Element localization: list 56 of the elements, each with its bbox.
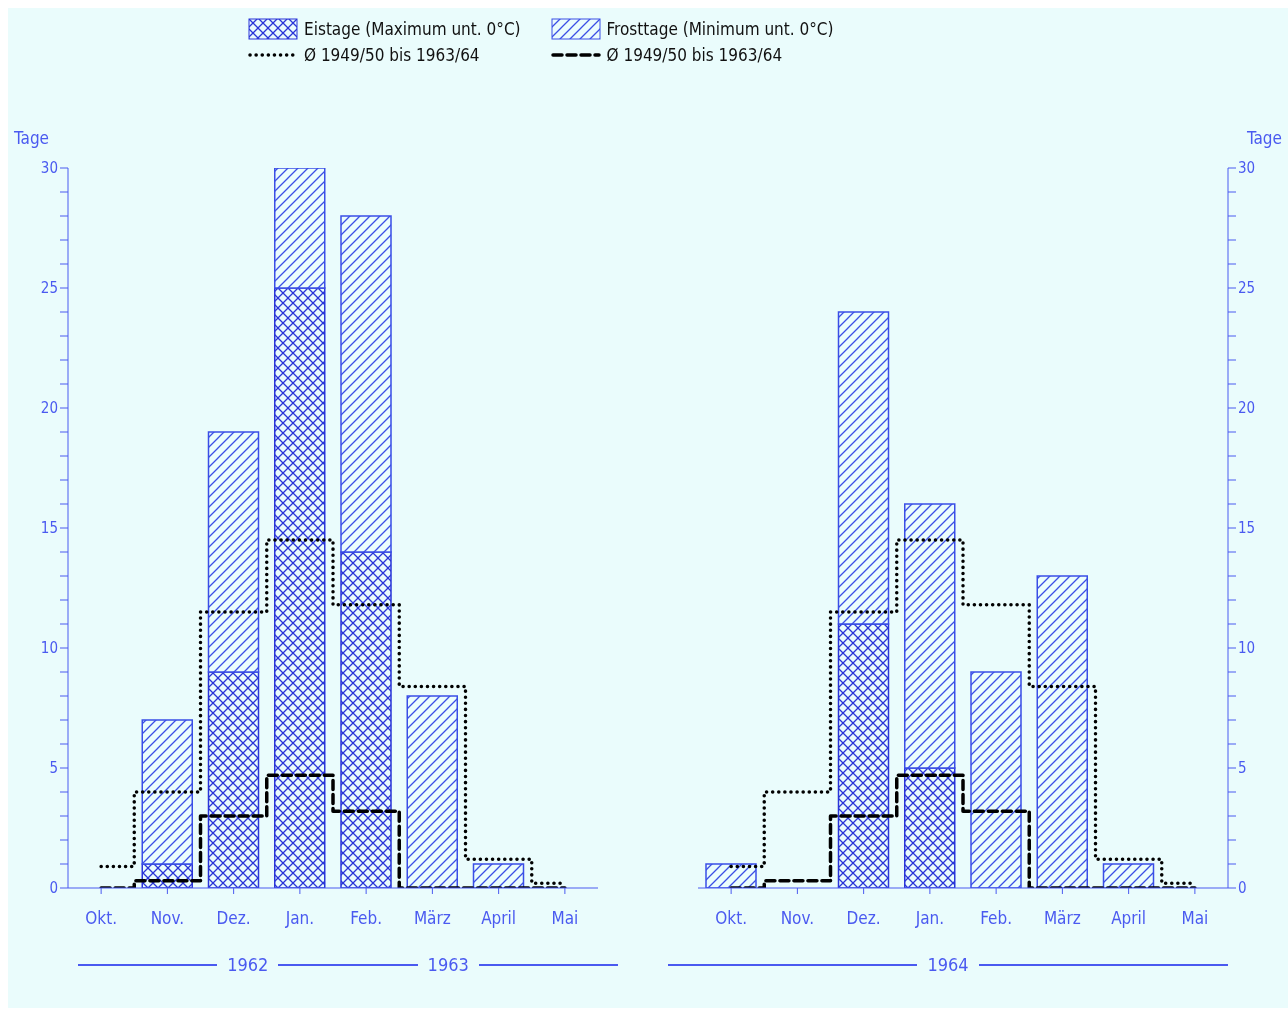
y-axis-title: Tage bbox=[14, 128, 50, 148]
x-tick-label: April bbox=[1111, 908, 1147, 929]
y-tick-label: 30 bbox=[1238, 159, 1256, 178]
bar bbox=[472, 863, 525, 888]
y-tick-label: 25 bbox=[1238, 279, 1256, 298]
text: 1964 bbox=[927, 954, 969, 975]
y-tick-label: 10 bbox=[1238, 639, 1256, 658]
text: 1962 bbox=[227, 954, 269, 975]
bar bbox=[141, 719, 193, 865]
legend-label: Frosttage (Minimum unt. 0°C) bbox=[606, 19, 834, 39]
x-tick-label: Nov. bbox=[150, 908, 185, 929]
bar bbox=[340, 215, 392, 553]
bar bbox=[1102, 863, 1155, 888]
y-tick-label: 0 bbox=[1238, 879, 1247, 898]
y-axis-title: Tage bbox=[1246, 128, 1282, 148]
x-tick-label: März bbox=[1043, 908, 1081, 929]
bar bbox=[837, 623, 890, 888]
legend-label: Eistage (Maximum unt. 0°C) bbox=[304, 19, 521, 39]
y-tick-label: 20 bbox=[40, 399, 58, 418]
y-tick-label: 15 bbox=[1238, 519, 1256, 538]
y-tick-label: 5 bbox=[49, 759, 58, 778]
x-tick-label: Jan. bbox=[914, 908, 945, 929]
x-tick-label: April bbox=[481, 908, 517, 929]
bar bbox=[970, 671, 1022, 888]
bar bbox=[904, 767, 956, 888]
y-tick-label: 15 bbox=[40, 519, 58, 538]
x-tick-label: Dez. bbox=[216, 908, 251, 929]
y-tick-label: 5 bbox=[1238, 759, 1247, 778]
y-tick-label: 10 bbox=[40, 639, 58, 658]
bar bbox=[904, 503, 956, 769]
x-tick-label: Okt. bbox=[85, 908, 117, 929]
x-tick-label: Feb. bbox=[980, 908, 1013, 929]
legend-label: Ø 1949/50 bis 1963/64 bbox=[606, 45, 783, 65]
bar bbox=[207, 431, 260, 673]
y-tick-label: 25 bbox=[40, 279, 58, 298]
bar bbox=[1036, 575, 1088, 888]
y-tick-label: 0 bbox=[49, 879, 58, 898]
bar bbox=[274, 287, 326, 888]
x-tick-label: Feb. bbox=[350, 908, 383, 929]
x-tick-label: Okt. bbox=[715, 908, 747, 929]
bar bbox=[406, 695, 458, 888]
x-tick-label: Mai bbox=[1181, 908, 1209, 929]
bar bbox=[340, 551, 392, 888]
bar bbox=[837, 311, 890, 625]
y-tick-label: 20 bbox=[1238, 399, 1256, 418]
bar bbox=[705, 863, 757, 888]
x-tick-label: Mai bbox=[551, 908, 579, 929]
bar bbox=[207, 671, 260, 888]
x-tick-label: März bbox=[413, 908, 451, 929]
legend-label: Ø 1949/50 bis 1963/64 bbox=[304, 45, 480, 65]
text: 1963 bbox=[427, 954, 469, 975]
bar bbox=[274, 168, 326, 289]
x-tick-label: Dez. bbox=[846, 908, 881, 929]
x-tick-label: Nov. bbox=[780, 908, 815, 929]
x-tick-label: Jan. bbox=[284, 908, 315, 929]
y-tick-label: 30 bbox=[40, 159, 58, 178]
